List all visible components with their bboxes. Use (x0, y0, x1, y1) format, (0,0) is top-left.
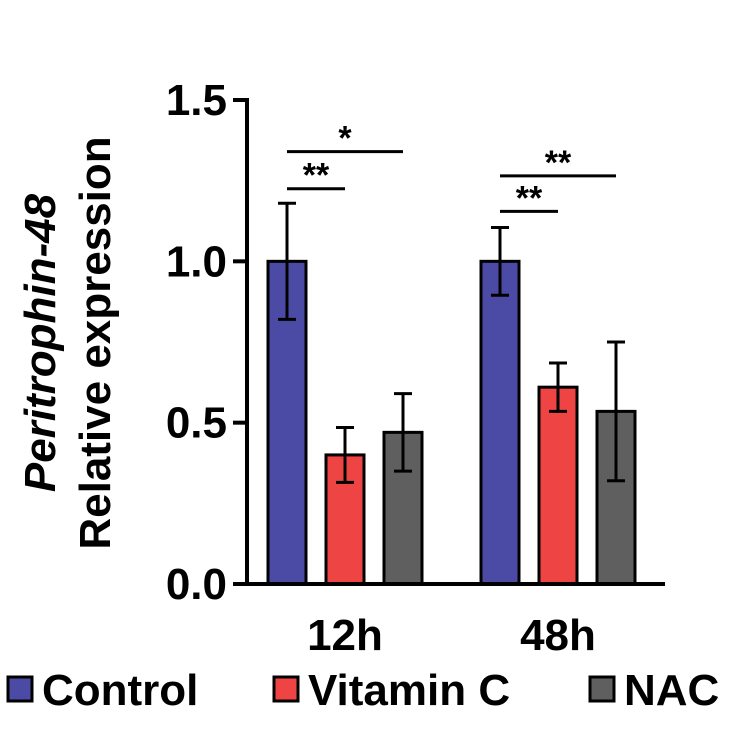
error-bar (336, 426, 354, 484)
y-axis-label: Peritrophin-48 Relative expression (16, 136, 120, 549)
legend-label: Control (42, 666, 198, 715)
legend-item-vitamin-c: Vitamin C (272, 666, 510, 715)
x-axis: 12h 48h (245, 582, 665, 660)
error-bar (491, 225, 509, 297)
legend: Control Vitamin C NAC (6, 666, 719, 715)
significance-bracket: * (287, 120, 403, 158)
legend-swatch (272, 675, 300, 703)
error-bar (394, 392, 412, 473)
legend-swatch (6, 675, 34, 703)
legend-item-nac: NAC (588, 666, 719, 715)
legend-label: NAC (624, 666, 719, 715)
significance-label: ** (303, 157, 330, 195)
y-tick-label: 0.0 (166, 560, 227, 609)
legend-item-control: Control (6, 666, 198, 715)
bar-vitamin-c-48h (537, 385, 579, 586)
x-tick-label: 48h (520, 611, 596, 660)
y-tick-label: 1.5 (166, 76, 227, 125)
significance-bracket: ** (500, 179, 558, 217)
y-axis-label-gene: Peritrophin-48 (16, 193, 65, 492)
significance-bracket: ** (287, 157, 345, 195)
error-bar (278, 201, 296, 321)
significance-label: ** (545, 144, 572, 182)
bars (266, 259, 637, 586)
y-axis: 0.0 0.5 1.0 1.5 (166, 76, 249, 609)
error-bar (607, 340, 625, 483)
error-bars (278, 201, 625, 484)
significance-bracket: ** (500, 144, 616, 182)
y-tick-label: 0.5 (166, 399, 227, 448)
significance-label: * (338, 120, 352, 158)
x-tick-label: 12h (307, 611, 383, 660)
bar-control-48h (479, 259, 521, 586)
error-bar (549, 361, 567, 413)
y-axis-label-measure: Relative expression (71, 136, 120, 549)
significance-annotations: ******* (287, 120, 616, 217)
legend-swatch (588, 675, 616, 703)
legend-label: Vitamin C (308, 666, 510, 715)
y-tick-label: 1.0 (166, 237, 227, 286)
significance-label: ** (516, 179, 543, 217)
